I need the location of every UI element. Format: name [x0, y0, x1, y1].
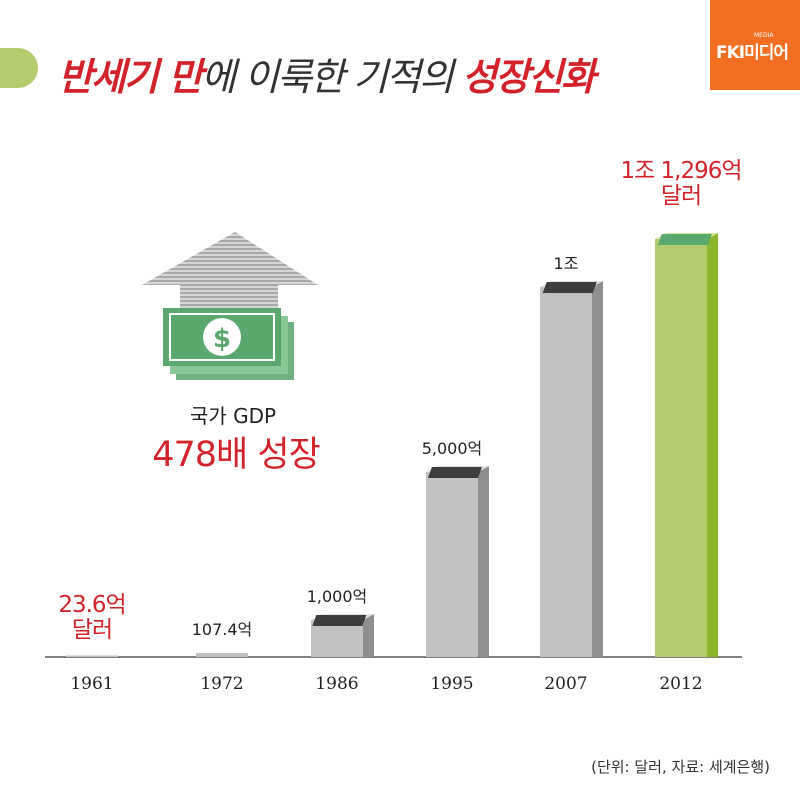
data-label-2007-line1: 1조 — [554, 254, 579, 273]
page-title: 반세기 만에 이룩한 기적의 성장신화 — [58, 46, 596, 101]
bar-2012 — [655, 239, 707, 657]
data-label-2012-line2: 달러 — [661, 183, 701, 209]
bar-1961 — [66, 655, 118, 657]
x-tick-1972: 1972 — [200, 674, 243, 694]
bar-side-1986 — [363, 613, 374, 657]
gdp-label: 국가 GDP — [189, 404, 277, 428]
logo-sub-text: MEDIA — [754, 32, 774, 39]
x-tick-2007: 2007 — [544, 674, 587, 694]
bar-side-1995 — [478, 465, 489, 657]
data-label-1995-line1: 5,000억 — [422, 439, 483, 458]
title-pill-decoration — [0, 48, 38, 88]
title-highlight-end: 성장신화 — [462, 55, 596, 99]
data-label-1986-line1: 1,000억 — [307, 587, 368, 606]
bar-1986 — [311, 619, 363, 657]
bar-side-2012 — [707, 233, 718, 657]
x-tick-2012: 2012 — [659, 674, 702, 694]
bar-side-2007 — [592, 280, 603, 657]
dollar-bill-icon-2012 — [657, 234, 712, 245]
dollar-bill-icon-1995 — [427, 466, 482, 478]
unit-source-note: (단위: 달러, 자료: 세계은행) — [591, 758, 770, 776]
title-middle: 에 이룩한 기적의 — [201, 55, 463, 99]
bar-2007 — [540, 286, 592, 657]
dollar-bill-icon-2007 — [542, 281, 597, 293]
data-label-1972-line1: 107.4억 — [192, 620, 253, 639]
title-highlight-start: 반세기 만 — [58, 55, 203, 99]
fki-media-logo: MEDIA FKI미디어 — [710, 0, 800, 90]
x-tick-1995: 1995 — [430, 674, 473, 694]
gdp-growth-value: 478배 성장 — [152, 435, 321, 475]
x-tick-1986: 1986 — [315, 674, 358, 694]
logo-main-text: FKI미디어 — [716, 43, 789, 63]
bar-1995 — [426, 471, 478, 657]
data-label-1961-line2: 달러 — [72, 617, 112, 643]
svg-text:$: $ — [213, 324, 231, 354]
dollar-bill-icon-1986 — [312, 614, 367, 626]
data-label-1961-line1: 23.6억 — [58, 592, 125, 618]
money-stack-icon: $ — [163, 308, 294, 380]
bar-1972 — [196, 653, 248, 657]
x-tick-1961: 1961 — [70, 674, 113, 694]
data-label-2012-line1: 1조 1,296억 — [620, 158, 741, 184]
